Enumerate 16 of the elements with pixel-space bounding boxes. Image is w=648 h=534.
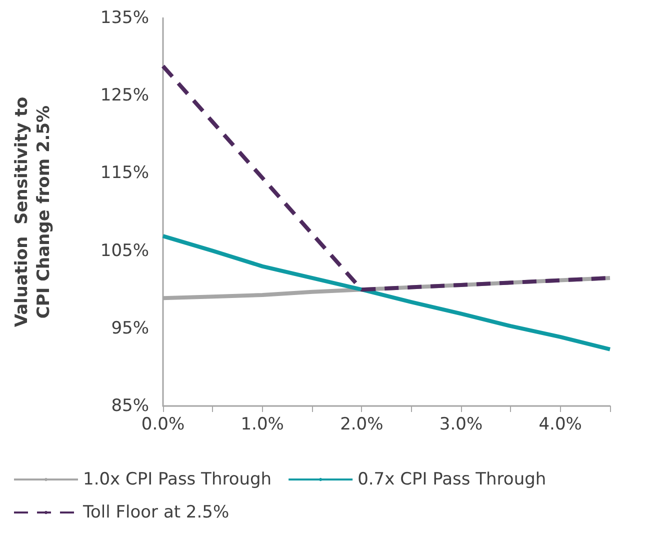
y-tick-label: 115% — [100, 163, 149, 184]
legend-label: 1.0x CPI Pass Through — [83, 470, 272, 490]
x-tick-label: 0.0% — [141, 414, 185, 434]
y-axis-title: Valuation Sensitivity to CPI Change from 2.5% — [12, 96, 54, 328]
y-tick-label: 105% — [100, 240, 149, 261]
x-tick-label: 2.0% — [340, 414, 384, 434]
y-tick-label: 135% — [100, 8, 149, 28]
x-tick-label: 3.0% — [439, 414, 483, 434]
line-series — [161, 234, 612, 352]
x-tick-label: 1.0% — [240, 414, 284, 434]
legend-label: Toll Floor at 2.5% — [82, 502, 230, 522]
y-tick-label: 95% — [111, 318, 149, 338]
legend-label: 0.7x CPI Pass Through — [358, 470, 546, 490]
y-tick-label: 85% — [111, 396, 149, 416]
x-tick-label: 4.0% — [538, 414, 582, 434]
y-tick-label: 125% — [100, 86, 149, 106]
